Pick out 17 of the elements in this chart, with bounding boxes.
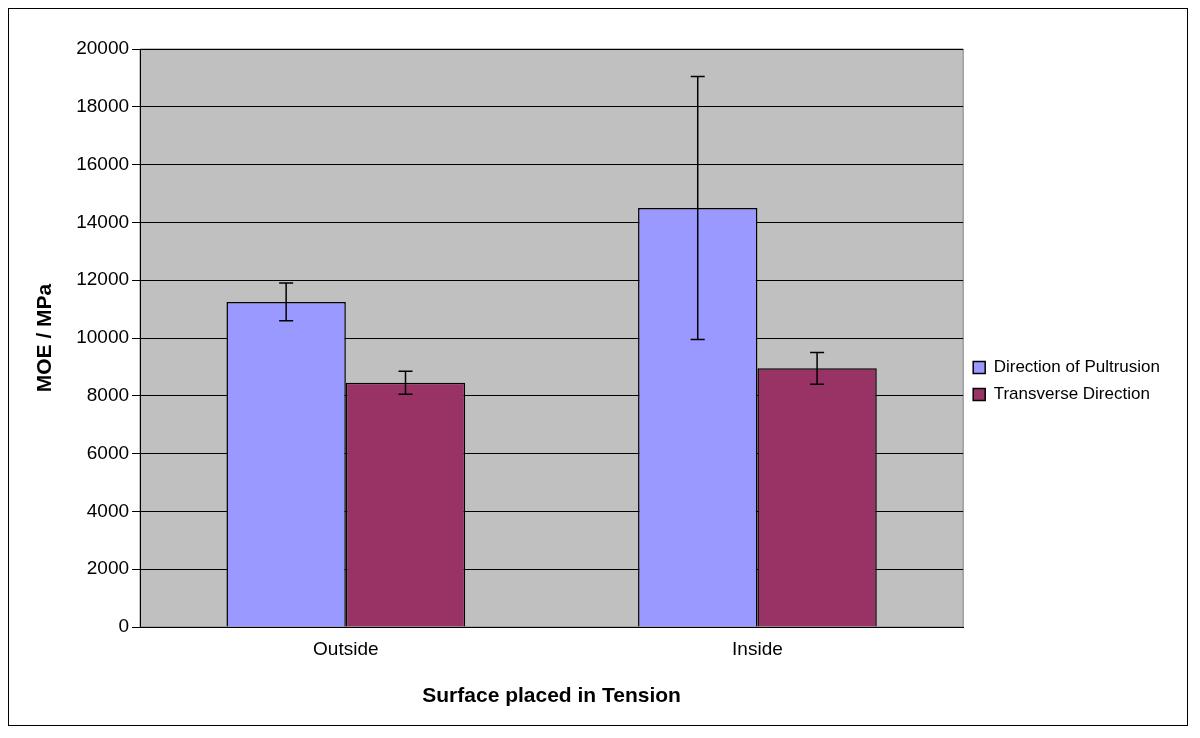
y-tick-label: 10000: [76, 326, 130, 348]
y-tick-label: 2000: [86, 557, 130, 579]
x-axis-title: Surface placed in Tension: [422, 683, 681, 707]
y-tick-label: 16000: [76, 152, 130, 174]
y-tick-label: 18000: [76, 95, 130, 117]
y-tick-label: 8000: [86, 384, 130, 406]
y-tick-label: 14000: [76, 210, 130, 232]
x-tick-label: Inside: [732, 637, 783, 659]
legend-label: Direction of Pultrusion: [993, 357, 1161, 377]
y-tick-label: 20000: [76, 37, 130, 59]
y-tick-label: 6000: [86, 441, 130, 463]
y-tick-label: 12000: [76, 268, 130, 290]
y-tick-label: 0: [118, 615, 130, 637]
x-tick-label: Outside: [313, 637, 379, 659]
y-tick-label: 4000: [86, 499, 130, 521]
y-axis-title: MOE / MPa: [32, 283, 56, 393]
legend-label: Transverse Direction: [993, 384, 1150, 404]
